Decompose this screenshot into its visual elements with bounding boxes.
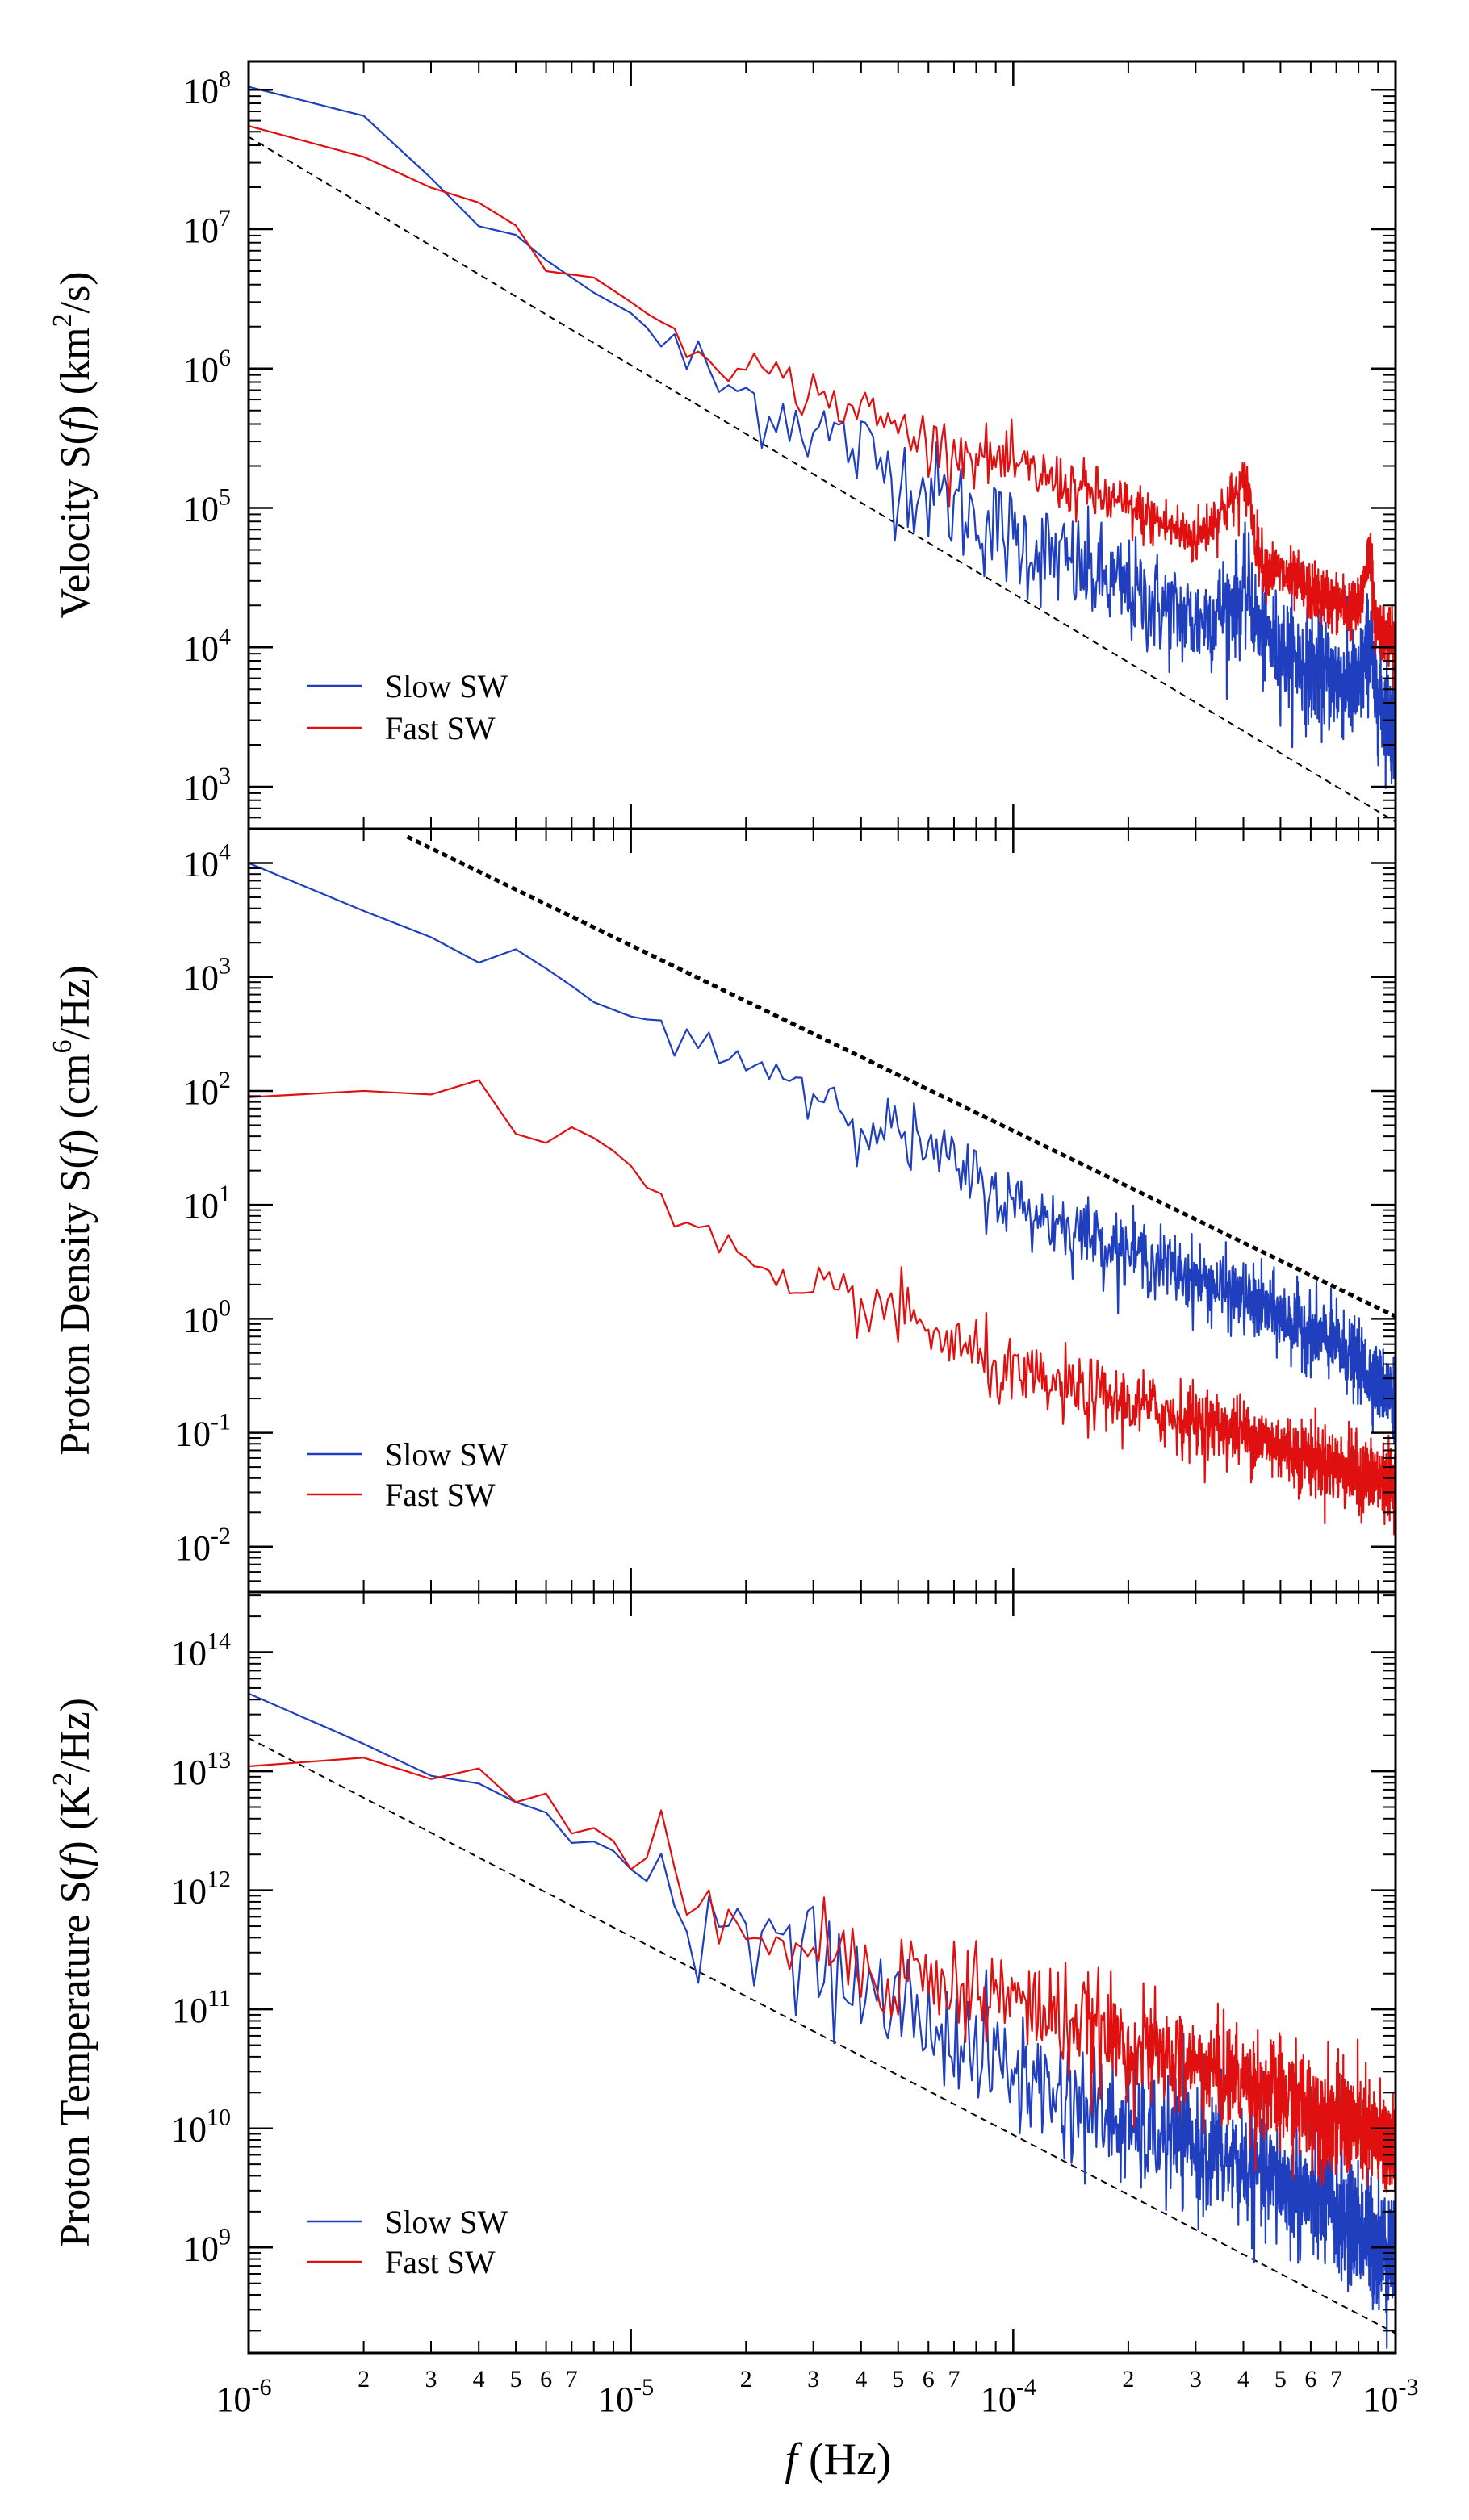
y-tick-label: 104 [183,839,231,884]
panel-temperature: 109 1010 1011 1012 1013 1014 Proton Temperatur… [48,1590,1419,2484]
y-tick-label: 102 [183,1067,231,1112]
legend-label: Slow SW [385,1436,508,1473]
x-minor-tick-label: 5 [1274,2366,1287,2393]
x-tick-label: 10-6 [216,2374,272,2419]
chart-panels: 103 104 105 106 107 108 Velocity S(f) (km2/s) S… [48,60,1419,2484]
x-minor-tick-label: 3 [1190,2366,1202,2393]
y-tick-label: 1011 [172,1985,231,2030]
x-minor-tick-label: 4 [473,2366,485,2393]
y-tick-label: 109 [183,2223,231,2268]
x-minor-tick-label: 4 [855,2366,867,2393]
reference-line [249,136,1396,823]
y-tick-label: 107 [183,205,231,250]
x-minor-tick-label: 6 [1304,2366,1316,2393]
legend-label: Fast SW [385,710,496,746]
x-minor-tick-label: 6 [923,2366,935,2393]
x-minor-tick-label: 2 [358,2366,370,2393]
x-minor-tick-label: 6 [540,2366,552,2393]
y-tick-label: 105 [183,484,231,529]
x-minor-tick-label: 5 [510,2366,522,2393]
legend-label: Fast SW [385,2244,496,2280]
y-axis-label: Proton Temperature S(f) (K2/Hz) [48,1698,98,2247]
panel-density: 10-2 10-1 100 101 102 103 104 Proton Density S(… [48,827,1397,1594]
series-slow-sw [249,1692,1396,2349]
y-tick-label: 1010 [171,2104,231,2150]
x-ticks [247,61,1397,829]
y-tick-label: 10-2 [175,1523,231,1568]
y-tick-label: 103 [183,763,231,808]
x-tick-label: 10-3 [1363,2374,1419,2419]
x-axis-label: f (Hz) [785,2434,891,2484]
legend: Slow SW Fast SW [307,2204,508,2280]
series-fast-sw [249,1757,1396,2196]
reference-line [249,1737,1396,2334]
y-tick-label: 103 [183,953,231,998]
legend: Slow SW Fast SW [307,668,508,746]
x-minor-tick-label: 7 [948,2366,960,2393]
x-ticks [247,1592,1397,2353]
legend-label: Slow SW [385,2204,508,2240]
y-ticks [249,1594,1396,2332]
legend-label: Slow SW [385,668,508,704]
series-slow-sw [249,862,1396,1444]
y-tick-label: 106 [183,345,231,390]
y-tick-label: 10-1 [175,1409,231,1454]
x-minor-tick-label: 7 [566,2366,578,2393]
x-ticks [247,829,1397,1592]
panel-velocity: 103 104 105 106 107 108 Velocity S(f) (km2/s) S… [48,60,1397,830]
x-minor-tick-label: 7 [1330,2366,1342,2393]
x-minor-tick-label: 5 [892,2366,904,2393]
x-minor-tick-label: 2 [740,2366,752,2393]
x-tick-label: 10-5 [598,2374,654,2419]
x-tick-label: 10-4 [981,2374,1036,2419]
y-ticks [249,89,1396,830]
x-tick-labels: 10-6 10-5 10-4 10-32 3 4 5 6 7 2 3 4 5 6 7 2 3 4 5 6 7 [216,2366,1419,2419]
y-tick-label: 1014 [171,1628,231,1674]
series-fast-sw [249,125,1396,689]
legend: Slow SW Fast SW [307,1436,508,1513]
x-minor-tick-label: 3 [425,2366,437,2393]
y-tick-label: 104 [183,623,231,668]
y-tick-label: 108 [183,65,231,111]
x-minor-tick-label: 3 [807,2366,819,2393]
legend-label: Fast SW [385,1477,496,1513]
y-tick-label: 100 [183,1294,231,1339]
y-axis-label: Proton Density S(f) (cm6/Hz) [48,965,98,1456]
x-minor-tick-label: 4 [1237,2366,1249,2393]
x-minor-tick-label: 2 [1122,2366,1134,2393]
plot-frame [247,1590,1397,2355]
y-tick-label: 1012 [171,1866,231,1912]
series-fast-sw [249,1079,1396,1536]
reference-line [406,834,1396,1319]
y-axis-label: Velocity S(f) (km2/s) [48,271,98,618]
y-tick-label: 101 [183,1181,231,1226]
y-tick-label: 1013 [171,1747,231,1792]
series-slow-sw [249,86,1396,789]
